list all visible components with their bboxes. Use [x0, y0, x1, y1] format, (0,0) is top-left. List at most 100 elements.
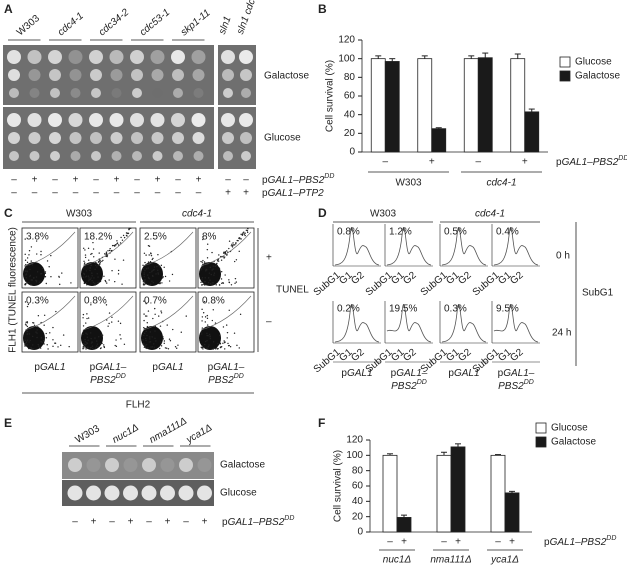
yeast-spot — [8, 132, 20, 144]
event-dot — [220, 271, 223, 273]
event-dot — [95, 262, 97, 265]
construct-part: GAL1–PBS2 — [228, 517, 285, 528]
legend-label: Glucose — [551, 423, 588, 434]
construct-part: p — [90, 362, 96, 373]
event-dot — [224, 251, 227, 253]
bar-sign: + — [509, 537, 515, 548]
yeast-spot — [239, 50, 253, 64]
event-dot — [85, 342, 88, 344]
event-dot — [204, 340, 207, 343]
event-dot — [224, 252, 226, 254]
event-dot — [202, 266, 204, 268]
event-dot — [143, 300, 145, 302]
event-dot — [41, 341, 43, 343]
event-dot — [228, 281, 230, 283]
event-dot — [209, 283, 212, 285]
y-tick-label: 100 — [346, 450, 363, 461]
event-dot — [40, 337, 43, 339]
event-dot — [150, 254, 153, 257]
event-dot — [225, 250, 228, 252]
event-dot — [36, 271, 39, 273]
yeast-spot — [69, 132, 82, 144]
phase-label: G2 — [401, 347, 419, 364]
event-dot — [94, 268, 96, 271]
group-label: yca1Δ — [490, 555, 519, 566]
percent-label: 0.5% — [444, 227, 467, 238]
dense-cloud — [199, 262, 221, 286]
yeast-spot — [110, 132, 123, 144]
event-dot — [119, 242, 122, 244]
bar-sign: – — [387, 537, 393, 548]
event-dot — [149, 338, 151, 340]
phase-label: G2 — [508, 347, 526, 364]
event-dot — [224, 274, 226, 276]
event-dot — [154, 337, 156, 340]
event-dot — [39, 347, 42, 349]
dense-cloud — [23, 326, 45, 350]
group-label: cdc4-1 — [486, 178, 516, 189]
event-dot — [33, 276, 35, 279]
event-dot — [218, 284, 221, 286]
event-dot — [26, 305, 29, 308]
event-dot — [167, 348, 170, 350]
row-sign: + — [266, 253, 272, 264]
event-dot — [204, 321, 206, 323]
event-dot — [25, 274, 27, 276]
event-dot — [154, 330, 156, 332]
event-dot — [239, 313, 242, 316]
event-dot — [246, 229, 249, 232]
event-dot — [224, 256, 226, 258]
strain-label: W303 — [74, 423, 103, 446]
bar — [510, 58, 526, 153]
event-dot — [240, 238, 242, 240]
event-dot — [86, 333, 88, 335]
event-dot — [114, 344, 116, 347]
event-dot — [91, 272, 93, 275]
construct-label: pGAL1– — [208, 362, 245, 373]
construct-part: p — [152, 362, 158, 373]
yeast-spot — [171, 113, 185, 127]
event-dot — [26, 333, 28, 335]
event-dot — [238, 237, 240, 239]
event-dot — [209, 337, 212, 340]
construct-part: p — [208, 362, 214, 373]
sign: – — [11, 188, 17, 199]
event-dot — [26, 344, 28, 346]
construct-part: DD — [618, 155, 627, 162]
event-dot — [27, 347, 30, 349]
construct-label: pGAL1 — [448, 368, 479, 379]
event-dot — [84, 345, 87, 347]
event-dot — [35, 281, 38, 283]
event-dot — [147, 274, 149, 276]
event-dot — [92, 347, 94, 350]
yeast-spot — [89, 50, 103, 64]
event-dot — [95, 264, 97, 267]
event-dot — [233, 260, 236, 263]
event-dot — [85, 282, 88, 284]
event-dot — [44, 275, 46, 278]
event-dot — [26, 325, 29, 328]
event-dot — [88, 277, 90, 279]
event-dot — [92, 241, 94, 244]
event-dot — [143, 319, 145, 322]
event-dot — [242, 232, 244, 234]
event-dot — [203, 261, 206, 263]
event-dot — [90, 337, 92, 340]
yeast-spot — [8, 69, 20, 81]
event-dot — [165, 347, 168, 349]
y-tick-label: 40 — [344, 109, 356, 120]
yeast-spot — [104, 485, 120, 501]
event-dot — [201, 345, 204, 347]
event-dot — [58, 275, 60, 278]
yeast-spot — [49, 69, 61, 81]
event-dot — [25, 341, 28, 344]
event-dot — [211, 269, 213, 271]
event-dot — [157, 273, 160, 275]
phase-label: SubG1 — [419, 270, 450, 299]
event-dot — [222, 342, 224, 345]
error-bar — [514, 53, 521, 59]
event-dot — [99, 261, 101, 264]
event-dot — [213, 272, 216, 274]
phase-label: G2 — [456, 270, 474, 287]
event-dot — [35, 276, 38, 278]
